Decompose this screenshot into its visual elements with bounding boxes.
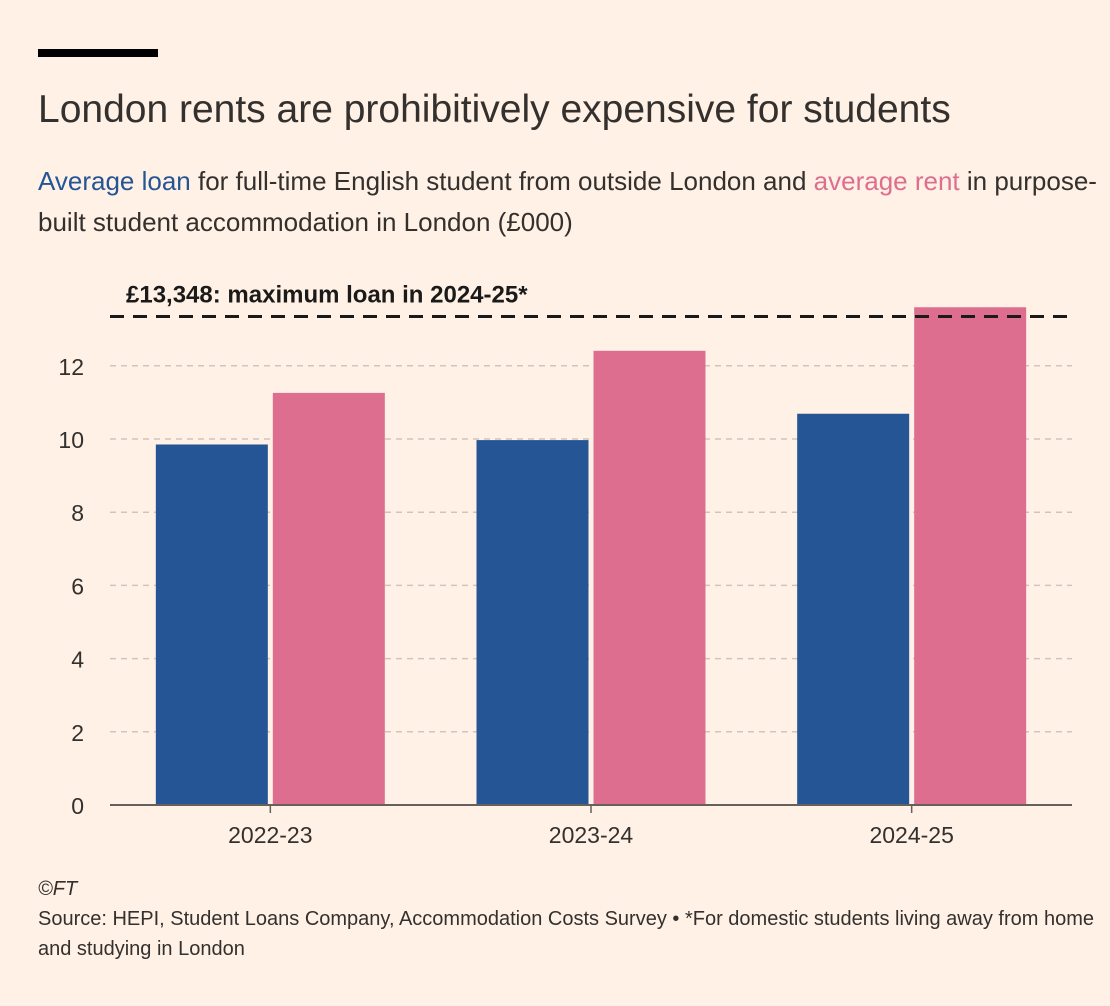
chart-footer: ©FT Source: HEPI, Student Loans Company,… <box>38 874 1103 964</box>
chart-title: London rents are prohibitively expensive… <box>38 88 951 131</box>
y-tick-label: 8 <box>71 500 84 526</box>
x-tick-label: 2023-24 <box>549 822 634 848</box>
bar-loan <box>155 444 268 805</box>
y-tick-label: 10 <box>58 427 84 453</box>
chart-subtitle: Average loan for full-time English stude… <box>38 161 1108 243</box>
bar-chart: 0 2 4 6 8 10 12 2022-23 2023-24 2024-25 £13,348: m… <box>58 281 1072 848</box>
y-tick-label: 4 <box>71 647 84 673</box>
x-tick-label: 2024-25 <box>869 822 953 848</box>
bar-loan <box>476 440 589 805</box>
subtitle-rent-key: average rent <box>813 166 960 196</box>
top-rule <box>38 49 158 57</box>
y-tick-label: 12 <box>58 354 84 380</box>
y-tick-label: 0 <box>71 793 84 819</box>
source-note: Source: HEPI, Student Loans Company, Acc… <box>38 908 1094 960</box>
bar-rent <box>914 307 1027 805</box>
subtitle-end-text: in purpose-built student accommodation i… <box>38 166 1097 237</box>
bar-rent <box>272 392 385 805</box>
x-tick-label: 2022-23 <box>228 822 312 848</box>
y-tick-label: 2 <box>71 720 84 746</box>
subtitle-mid-text: for full-time English student from outsi… <box>190 166 814 196</box>
subtitle-loan-key: Average loan <box>38 166 191 196</box>
bar-loan <box>797 413 910 805</box>
y-tick-label: 6 <box>71 573 84 599</box>
ft-credit: ©FT <box>38 878 78 900</box>
bar-rent <box>593 350 706 805</box>
max-loan-label: £13,348: maximum loan in 2024-25* <box>126 281 528 308</box>
